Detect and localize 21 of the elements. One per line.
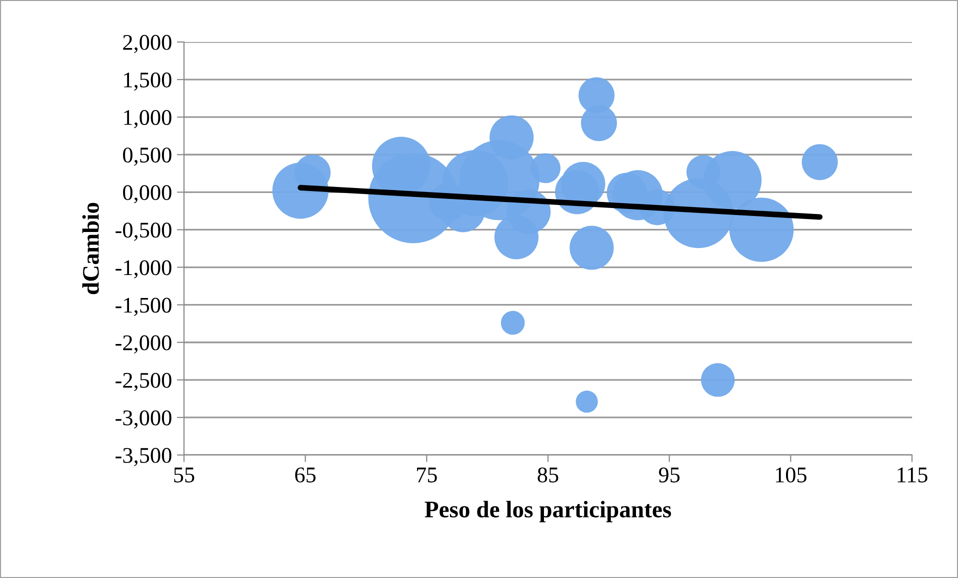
x-tick-label: 75 [417,468,437,482]
y-tick-label: -1,000 [116,260,172,278]
y-tick-label: -1,500 [116,298,172,316]
x-tick-label: 85 [538,467,558,482]
y-tick-label: -3,000 [116,410,172,429]
x-tick-label: 105 [776,467,806,482]
y-axis-title: dCambio [82,202,99,294]
y-tick-label: -0,500 [116,222,172,241]
y-tick-label: 0,500 [123,148,172,166]
y-tick-label: 0,000 [123,185,172,204]
x-tick-label: 55 [174,468,194,482]
y-tick-label: -2,500 [116,372,172,392]
x-tick-label: 65 [295,468,316,482]
y-tick-label: 1,000 [124,110,172,128]
y-tick-label: 1,500 [124,72,172,91]
y-tick-label: -3,500 [116,448,172,466]
y-tick-label: -2,000 [116,335,172,354]
x-axis-title: Peso de los participantes [424,500,672,522]
y-tick-label: 2,000 [123,34,172,54]
x-tick-label: 115 [898,468,928,482]
x-tick-label: 95 [658,468,680,482]
